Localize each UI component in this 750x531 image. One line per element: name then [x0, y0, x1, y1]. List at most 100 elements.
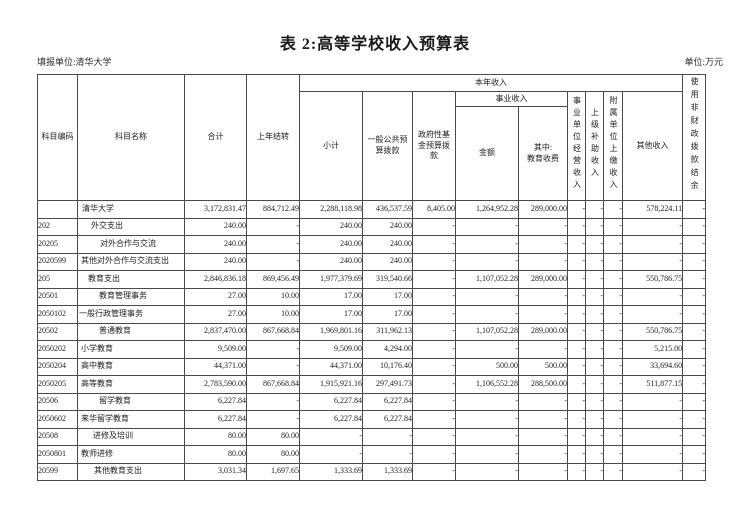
value-cell: -: [567, 392, 586, 411]
value-cell: 2,288,118.98: [299, 200, 363, 219]
subject-code-cell: 20501: [37, 287, 78, 306]
subject-name-cell: 留学教育: [77, 392, 185, 411]
value-cell: -: [246, 392, 300, 411]
value-cell: -: [246, 410, 300, 429]
value-cell: 9,509.00: [299, 340, 363, 359]
subject-name-cell: 清华大学: [77, 200, 185, 219]
value-cell: -: [567, 235, 586, 254]
value-cell: -: [585, 322, 604, 341]
value-cell: -: [518, 392, 568, 411]
value-cell: -: [412, 445, 456, 464]
header-business-operating-income-text: 事业单位经营收入: [572, 96, 582, 193]
value-cell: 8,405.00: [412, 200, 456, 219]
table-row: 2050204 高中教育 44,371.00-44,371.00 10,176.40-…: [37, 357, 707, 376]
value-cell: -: [621, 305, 684, 324]
value-cell: 6,227.84: [299, 392, 363, 411]
subject-code-cell: 202: [37, 217, 78, 236]
table-row: 20508 进修及培训 80.00 80.00- - - - - - - - - -: [37, 427, 707, 446]
value-cell: 1,333.69: [362, 462, 413, 481]
value-cell: 311,962.13: [362, 322, 413, 341]
header-subject-name: 科目名称: [77, 74, 185, 201]
value-cell: 4,294.00: [362, 340, 413, 359]
value-cell: 17.00: [362, 305, 413, 324]
value-cell: 297,491.73: [362, 375, 413, 394]
table-row: 20501 教育管理事务 27.00 10.00 17.00 17.00- - - - - - - -: [37, 287, 707, 306]
value-cell: 6,227.84: [184, 392, 247, 411]
value-cell: -: [567, 305, 586, 324]
value-cell: 44,371.00: [184, 357, 247, 376]
subject-name-cell: 一般行政管理事务: [77, 305, 185, 324]
value-cell: 1,106,552.28: [455, 375, 519, 394]
value-cell: -: [567, 410, 586, 429]
value-cell: -: [585, 392, 604, 411]
value-cell: 867,668.84: [246, 322, 300, 341]
value-cell: 5,215.00: [621, 340, 684, 359]
value-cell: -: [585, 252, 604, 271]
value-cell: 240.00: [362, 252, 413, 271]
header-row-2: 小计 一般公共预 算拨款 政府性基 金预算拨 款 事业收入 事业单位经营收入 上…: [38, 91, 706, 201]
value-cell: -: [682, 270, 707, 289]
value-cell: 240.00: [299, 252, 363, 271]
value-cell: -: [585, 375, 604, 394]
value-cell: -: [585, 462, 604, 481]
subject-code-cell: 205: [37, 270, 78, 289]
value-cell: -: [585, 235, 604, 254]
value-cell: -: [603, 252, 623, 271]
value-cell: 511,877.15: [621, 375, 684, 394]
value-cell: -: [621, 392, 684, 411]
value-cell: -: [682, 305, 707, 324]
value-cell: -: [603, 445, 623, 464]
value-cell: 80.00: [184, 427, 247, 446]
value-cell: 17.00: [299, 287, 363, 306]
value-cell: 1,264,952.28: [455, 200, 519, 219]
table-body: 清华大学 3,172,831.47 884,712.49 2,288,118.98 43…: [37, 200, 707, 481]
value-cell: -: [585, 305, 604, 324]
value-cell: 869,456.49: [246, 270, 300, 289]
value-cell: -: [621, 252, 684, 271]
table-row: 2050102 一般行政管理事务 27.00 10.00 17.00 17.00- - - - -…: [37, 305, 707, 324]
subject-code-cell: 20205: [37, 235, 78, 254]
value-cell: -: [518, 462, 568, 481]
value-cell: -: [567, 252, 586, 271]
value-cell: -: [682, 217, 707, 236]
value-cell: -: [567, 427, 586, 446]
value-cell: -: [412, 270, 456, 289]
table-row: 2020599 其他对外合作与交流支出 240.00-240.00 240.00- - -…: [37, 252, 707, 271]
value-cell: -: [603, 357, 623, 376]
value-cell: -: [621, 445, 684, 464]
table-row: 2050205 高等教育 2,783,590.00 867,668.84 1,915,9…: [37, 375, 707, 394]
value-cell: -: [455, 287, 519, 306]
value-cell: 1,969,801.16: [299, 322, 363, 341]
header-business-operating-income: 事业单位经营收入: [567, 91, 586, 201]
value-cell: -: [585, 410, 604, 429]
value-cell: -: [567, 270, 586, 289]
subject-code-cell: 2050102: [37, 305, 78, 324]
value-cell: 6,227.84: [362, 410, 413, 429]
value-cell: -: [567, 287, 586, 306]
subject-name-cell: 高中教育: [77, 357, 185, 376]
value-cell: -: [603, 427, 623, 446]
value-cell: -: [585, 340, 604, 359]
value-cell: 3,172,831.47: [184, 200, 247, 219]
value-cell: 867,668.84: [246, 375, 300, 394]
value-cell: 6,227.84: [184, 410, 247, 429]
value-cell: 240.00: [184, 235, 247, 254]
subject-code-cell: 20506: [37, 392, 78, 411]
value-cell: -: [603, 287, 623, 306]
value-cell: 17.00: [299, 305, 363, 324]
value-cell: 240.00: [184, 252, 247, 271]
header-amount: 金额: [455, 106, 519, 201]
value-cell: -: [621, 462, 684, 481]
value-cell: -: [585, 427, 604, 446]
table-row: 202 外交支出 240.00-240.00 240.00- - - - - - - -: [37, 217, 707, 236]
header-education-fee: 其中: 教育收费: [518, 106, 568, 201]
value-cell: 1,107,052.28: [455, 270, 519, 289]
value-cell: -: [603, 305, 623, 324]
value-cell: 10.00: [246, 305, 300, 324]
value-cell: 319,540.66: [362, 270, 413, 289]
value-cell: 550,786.75: [621, 322, 684, 341]
subject-name-cell: 来华留学教育: [77, 410, 185, 429]
value-cell: 2,846,836.18: [184, 270, 247, 289]
value-cell: 1,915,921.16: [299, 375, 363, 394]
